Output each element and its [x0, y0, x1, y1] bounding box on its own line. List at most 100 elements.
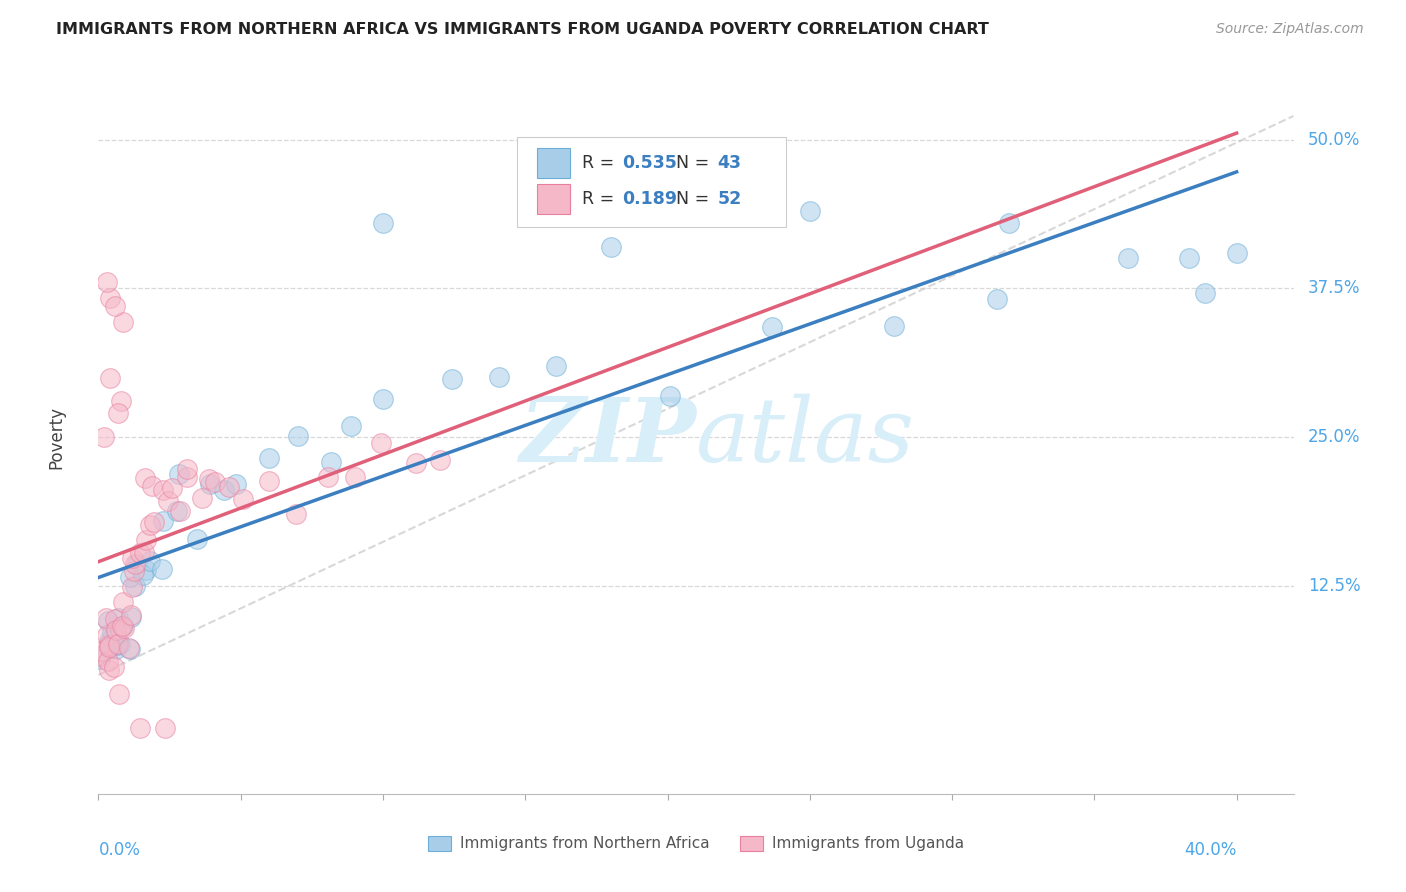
- Point: [373, 392, 395, 407]
- Text: 52: 52: [717, 190, 742, 208]
- Point: [89, 652, 111, 666]
- Text: R =: R =: [582, 190, 620, 208]
- Point: [108, 637, 131, 651]
- Text: IMMIGRANTS FROM NORTHERN AFRICA VS IMMIGRANTS FROM UGANDA POVERTY CORRELATION CH: IMMIGRANTS FROM NORTHERN AFRICA VS IMMIG…: [56, 22, 988, 37]
- Point: [371, 216, 394, 230]
- Point: [98, 291, 121, 305]
- Point: [599, 240, 621, 254]
- Point: [120, 607, 142, 622]
- Point: [883, 319, 905, 334]
- Point: [287, 429, 309, 443]
- Text: 25.0%: 25.0%: [1308, 428, 1361, 446]
- Point: [198, 477, 221, 491]
- Point: [186, 532, 208, 546]
- Point: [986, 293, 1008, 307]
- Legend: Immigrants from Northern Africa, Immigrants from Uganda: Immigrants from Northern Africa, Immigra…: [422, 830, 970, 857]
- Point: [232, 492, 254, 507]
- Point: [120, 610, 142, 624]
- Point: [120, 570, 142, 584]
- Point: [659, 389, 682, 403]
- Text: 0.0%: 0.0%: [98, 841, 141, 860]
- Text: 12.5%: 12.5%: [1308, 577, 1361, 595]
- Point: [122, 564, 145, 578]
- FancyBboxPatch shape: [537, 184, 571, 214]
- Point: [152, 514, 174, 528]
- Point: [124, 557, 146, 571]
- Point: [139, 517, 162, 532]
- Point: [97, 640, 120, 654]
- Point: [150, 562, 173, 576]
- Point: [117, 641, 139, 656]
- Point: [257, 475, 280, 489]
- Point: [97, 614, 120, 628]
- Point: [129, 722, 152, 736]
- Point: [191, 491, 214, 505]
- Point: [108, 622, 131, 636]
- Point: [103, 660, 125, 674]
- Point: [108, 687, 131, 701]
- Point: [104, 299, 127, 313]
- Point: [204, 475, 226, 489]
- Text: 0.189: 0.189: [621, 190, 676, 208]
- Point: [97, 638, 120, 652]
- Point: [546, 359, 568, 373]
- Point: [97, 655, 120, 669]
- Point: [132, 567, 155, 582]
- Point: [176, 462, 198, 476]
- Point: [93, 430, 115, 444]
- Point: [105, 638, 128, 652]
- Point: [141, 479, 163, 493]
- Point: [370, 436, 392, 450]
- Point: [316, 470, 339, 484]
- Point: [121, 581, 143, 595]
- Text: 40.0%: 40.0%: [1184, 841, 1237, 860]
- Point: [112, 622, 135, 636]
- Point: [97, 634, 120, 648]
- Point: [111, 619, 134, 633]
- Point: [405, 456, 427, 470]
- Point: [1194, 286, 1216, 301]
- Point: [160, 481, 183, 495]
- Point: [225, 476, 247, 491]
- Point: [121, 551, 143, 566]
- Point: [218, 480, 240, 494]
- Point: [96, 611, 118, 625]
- Point: [212, 483, 235, 498]
- Point: [1226, 245, 1249, 260]
- Point: [110, 394, 132, 409]
- Point: [343, 470, 366, 484]
- Point: [111, 595, 134, 609]
- FancyBboxPatch shape: [517, 137, 786, 227]
- Point: [96, 627, 118, 641]
- Text: N =: N =: [676, 190, 714, 208]
- Point: [799, 204, 821, 219]
- Point: [153, 722, 176, 736]
- Point: [101, 624, 124, 639]
- Point: [107, 406, 129, 420]
- Point: [97, 641, 120, 656]
- Text: 37.5%: 37.5%: [1308, 279, 1361, 297]
- Point: [128, 546, 150, 560]
- FancyBboxPatch shape: [537, 148, 571, 178]
- Point: [176, 470, 198, 484]
- Point: [152, 483, 174, 498]
- Point: [98, 370, 121, 384]
- Point: [138, 553, 160, 567]
- Point: [198, 472, 221, 486]
- Point: [132, 544, 155, 558]
- Point: [142, 515, 165, 529]
- Point: [441, 371, 464, 385]
- Point: [96, 276, 118, 290]
- Point: [125, 557, 148, 571]
- Point: [107, 637, 129, 651]
- Text: ZIP: ZIP: [520, 394, 696, 480]
- Point: [135, 533, 157, 548]
- Point: [134, 471, 156, 485]
- Point: [104, 611, 127, 625]
- Text: 50.0%: 50.0%: [1308, 131, 1360, 149]
- Point: [111, 315, 134, 329]
- Point: [321, 455, 343, 469]
- Point: [1116, 251, 1139, 265]
- Point: [284, 507, 307, 521]
- Text: N =: N =: [676, 154, 714, 172]
